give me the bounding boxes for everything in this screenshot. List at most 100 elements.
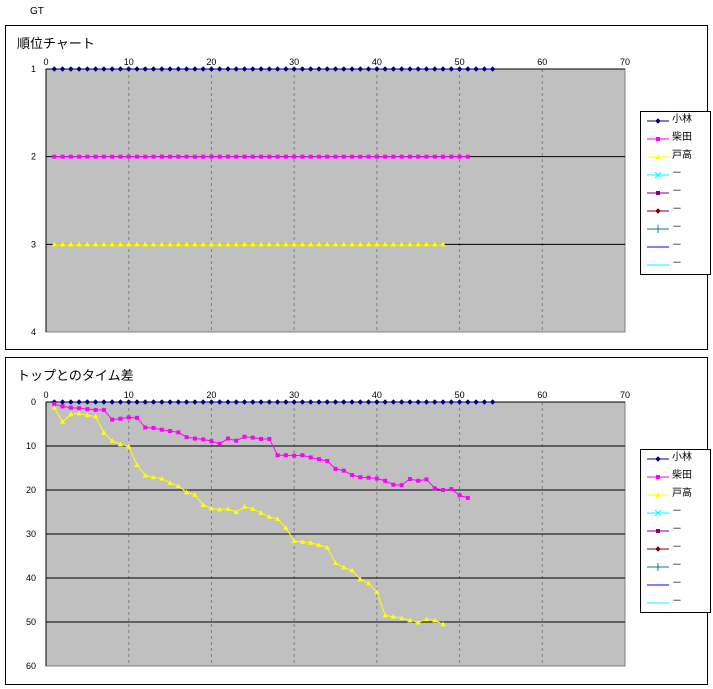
time-gap-chart-panel: トップとのタイム差 0 10 20 30 40 50 60 70 0 10 20 30 40 50 60 小…	[5, 357, 711, 685]
data-point	[332, 66, 339, 72]
data-point	[233, 241, 239, 247]
data-point	[391, 482, 396, 487]
data-point	[382, 399, 388, 405]
data-point	[449, 154, 454, 159]
data-point	[431, 399, 438, 405]
data-point	[59, 419, 66, 424]
data-point	[117, 66, 124, 72]
data-point	[424, 477, 429, 482]
data-point	[274, 399, 281, 405]
data-point	[341, 564, 347, 570]
data-point	[150, 66, 157, 72]
data-point	[292, 154, 297, 159]
data-point	[432, 154, 437, 159]
data-point	[324, 66, 331, 72]
data-point	[283, 154, 288, 159]
data-point	[242, 154, 247, 159]
legend-swatch-icon	[647, 264, 669, 266]
legend-label: －	[672, 506, 682, 517]
data-point	[225, 241, 231, 247]
x-tick-label: 0	[43, 390, 48, 400]
x-tick-label: 70	[620, 57, 630, 67]
legend-swatch-icon	[647, 225, 669, 233]
data-point	[398, 66, 405, 72]
x-tick-label: 60	[537, 390, 547, 400]
data-point	[101, 407, 106, 412]
data-point	[159, 475, 165, 481]
data-point	[117, 399, 124, 405]
data-point	[307, 399, 314, 405]
data-point	[159, 154, 164, 159]
legend-label: 戸高	[672, 488, 692, 499]
data-point	[440, 621, 446, 627]
x-tick-label: 0	[43, 57, 48, 67]
legend-swatch-icon	[647, 529, 669, 533]
data-point	[233, 399, 240, 405]
data-point	[415, 66, 422, 72]
data-point	[142, 241, 148, 247]
x-tick-label: 10	[124, 57, 134, 67]
y-tick-label: 2	[31, 152, 36, 162]
data-point	[168, 154, 173, 159]
data-point	[473, 66, 479, 72]
data-point	[150, 474, 157, 480]
data-point	[175, 241, 181, 247]
legend-swatch-icon	[647, 456, 669, 462]
data-point	[382, 241, 388, 247]
data-point	[258, 399, 264, 405]
x-tick-label: 40	[372, 390, 382, 400]
x-tick-label: 20	[206, 390, 216, 400]
legend-label: －	[672, 524, 682, 535]
data-point	[208, 66, 215, 72]
rank-chart-svg: 0 10 20 30 40 50 60 70 1 2 3 4	[31, 57, 630, 337]
data-point	[316, 457, 321, 462]
data-point	[242, 434, 247, 439]
legend-swatch-icon	[647, 602, 669, 604]
data-point	[250, 241, 256, 247]
data-point	[316, 399, 322, 405]
data-point	[407, 399, 413, 405]
data-point	[399, 154, 404, 159]
data-point	[159, 241, 165, 247]
time-gap-chart-svg: 0 10 20 30 40 50 60 70 0 10 20 30 40 50 60	[26, 390, 630, 671]
data-point	[250, 506, 256, 511]
data-point	[266, 241, 272, 247]
data-point	[109, 437, 115, 443]
data-point	[176, 154, 181, 159]
data-point	[382, 66, 388, 72]
data-point	[415, 619, 421, 625]
data-point	[341, 468, 346, 473]
data-point	[407, 617, 413, 623]
data-point	[324, 399, 331, 405]
data-point	[241, 503, 248, 509]
data-point	[192, 66, 198, 72]
data-point	[134, 154, 139, 159]
data-point	[340, 66, 347, 72]
legend-entry: 戸高	[641, 486, 710, 504]
legend-label: 柴田	[672, 132, 692, 143]
data-point	[176, 430, 181, 435]
legend-entry: －	[641, 522, 710, 540]
data-point	[407, 154, 412, 159]
data-point	[93, 407, 98, 412]
data-point	[258, 66, 264, 72]
data-point	[241, 241, 248, 247]
data-point	[365, 399, 372, 405]
data-point	[184, 241, 190, 247]
data-point	[200, 241, 206, 247]
data-point	[300, 453, 305, 458]
data-point	[151, 425, 156, 430]
legend-label: －	[672, 240, 682, 251]
legend-swatch-icon	[647, 246, 669, 248]
data-point	[357, 576, 363, 582]
data-point	[291, 66, 297, 72]
data-point	[68, 241, 74, 247]
data-point	[299, 399, 306, 405]
data-point	[150, 399, 157, 405]
data-point	[167, 241, 173, 247]
data-point	[143, 154, 148, 159]
data-point	[84, 399, 91, 405]
data-point	[275, 453, 280, 458]
data-point	[125, 399, 132, 405]
data-series	[52, 402, 470, 500]
